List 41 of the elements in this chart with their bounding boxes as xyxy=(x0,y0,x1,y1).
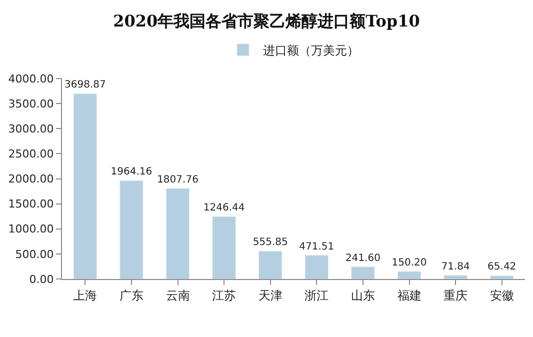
y-tick-label: 3500.00 xyxy=(8,97,54,110)
x-tick-label: 浙江 xyxy=(304,288,329,302)
data-label: 1246.44 xyxy=(203,202,245,214)
data-label: 71.84 xyxy=(441,261,470,272)
bar xyxy=(397,271,422,279)
data-label: 1807.76 xyxy=(157,174,198,186)
chart-title: 2020年我国各省市聚乙烯醇进口额Top10 xyxy=(113,11,420,30)
legend-label: 进口额（万美元） xyxy=(263,44,359,58)
y-tick-label: 500.00 xyxy=(15,248,54,261)
bar xyxy=(120,180,144,279)
y-tick-label: 1000.00 xyxy=(8,222,54,236)
bar xyxy=(258,250,282,279)
data-label: 241.60 xyxy=(345,252,380,264)
y-tick-label: 2500.00 xyxy=(8,148,54,161)
bar xyxy=(166,188,190,279)
x-tick-label: 山东 xyxy=(350,288,375,302)
bar xyxy=(73,93,97,279)
bar xyxy=(444,275,468,279)
data-label: 3698.87 xyxy=(64,80,106,91)
data-label: 150.20 xyxy=(392,257,427,268)
data-label: 471.51 xyxy=(299,241,334,252)
x-tick-label: 江苏 xyxy=(212,288,236,302)
data-label: 65.42 xyxy=(488,262,516,273)
bar xyxy=(490,275,514,279)
bar xyxy=(212,216,236,279)
bar xyxy=(304,255,328,279)
y-tick-label: 4000.00 xyxy=(8,72,54,86)
y-tick-label: 1500.00 xyxy=(8,198,54,211)
data-label: 555.85 xyxy=(252,237,288,248)
x-tick-label: 上海 xyxy=(73,288,98,302)
x-tick-label: 广东 xyxy=(119,288,144,302)
x-tick-label: 福建 xyxy=(397,288,422,302)
bar xyxy=(351,266,375,279)
x-tick-label: 云南 xyxy=(166,288,190,302)
x-tick-label: 天津 xyxy=(258,288,282,302)
data-label: 1964.16 xyxy=(110,166,152,178)
y-tick-label: 0.00 xyxy=(29,272,54,286)
x-tick-label: 安徽 xyxy=(490,288,514,302)
y-tick-label: 2000.00 xyxy=(8,172,54,186)
x-tick-label: 重庆 xyxy=(444,288,468,302)
y-tick-label: 3000.00 xyxy=(8,122,54,136)
